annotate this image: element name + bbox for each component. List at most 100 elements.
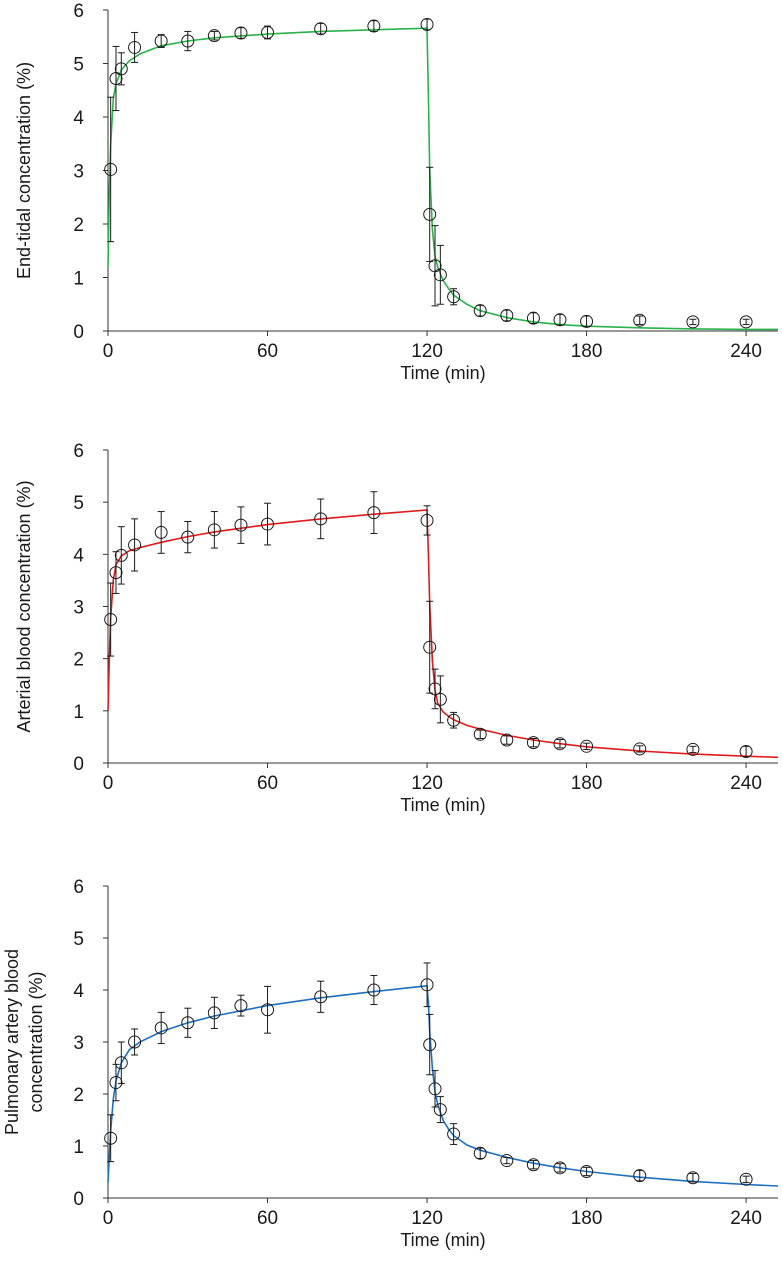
data-point xyxy=(104,162,118,176)
data-point xyxy=(367,506,381,520)
y-tick-label: 6 xyxy=(73,1,84,22)
x-tick-label: 180 xyxy=(571,1208,603,1229)
x-tick-label: 180 xyxy=(571,341,603,362)
data-point xyxy=(114,1056,128,1070)
data-point xyxy=(367,19,381,33)
x-axis-label: Time (min) xyxy=(400,1230,485,1250)
data-point xyxy=(686,1171,700,1185)
y-tick-label: 4 xyxy=(73,545,84,566)
model-fit-line xyxy=(107,509,779,759)
data-point xyxy=(553,313,567,327)
y-tick-label: 3 xyxy=(73,1033,84,1054)
data-point xyxy=(423,207,437,221)
data-point xyxy=(633,313,647,327)
data-point xyxy=(261,1003,275,1017)
data-point xyxy=(181,34,195,48)
data-point xyxy=(447,1127,461,1141)
data-point xyxy=(154,525,168,539)
y-tick-label: 1 xyxy=(73,269,84,290)
data-point xyxy=(473,1146,487,1160)
x-tick-label: 180 xyxy=(571,773,603,794)
x-tick-label: 240 xyxy=(730,1208,762,1229)
data-point xyxy=(553,1161,567,1175)
model-fit-line xyxy=(107,984,779,1187)
data-point xyxy=(154,1021,168,1035)
x-tick-label: 120 xyxy=(411,341,443,362)
y-tick-label: 2 xyxy=(73,1085,84,1106)
data-point xyxy=(633,742,647,756)
x-tick-label: 60 xyxy=(257,1208,278,1229)
x-tick-label: 240 xyxy=(730,341,762,362)
data-point xyxy=(473,304,487,318)
data-point xyxy=(526,736,540,750)
chart-end-tidal: 0 1 2 3 4 5 6 0 60 120 180 240 Time (min) End-tidal c… xyxy=(0,0,782,388)
y-tick-label: 0 xyxy=(73,754,84,775)
data-point xyxy=(633,1169,647,1183)
data-point xyxy=(447,713,461,727)
data-point xyxy=(104,613,118,627)
y-tick-label: 2 xyxy=(73,215,84,236)
data-point xyxy=(314,990,328,1004)
x-axis-label: Time (min) xyxy=(400,795,485,815)
y-tick-label: 6 xyxy=(73,877,84,898)
y-tick-label: 3 xyxy=(73,162,84,183)
data-point xyxy=(428,682,442,696)
data-point xyxy=(500,733,514,747)
data-point xyxy=(181,530,195,544)
model-fit-line xyxy=(107,27,778,331)
data-point xyxy=(739,315,753,329)
data-point xyxy=(207,1006,221,1020)
data-point xyxy=(314,22,328,36)
data-point xyxy=(686,315,700,329)
data-point xyxy=(447,290,461,304)
data-point xyxy=(526,1158,540,1172)
y-tick-label: 4 xyxy=(73,108,84,129)
data-point xyxy=(154,34,168,48)
data-point xyxy=(104,1131,118,1145)
data-point xyxy=(114,548,128,562)
data-point xyxy=(420,978,434,992)
x-tick-label: 0 xyxy=(103,773,114,794)
y-tick-label: 0 xyxy=(73,322,84,343)
data-point xyxy=(109,566,123,580)
data-point xyxy=(526,311,540,325)
data-point xyxy=(234,518,248,532)
data-point xyxy=(423,1038,437,1052)
data-point xyxy=(473,727,487,741)
data-point xyxy=(428,1082,442,1096)
chart-pulmonary-artery-blood: 0 1 2 3 4 5 6 0 60 120 180 240 Time (min) Pulmonary a… xyxy=(0,860,782,1265)
data-point xyxy=(261,517,275,531)
x-tick-label: 60 xyxy=(257,773,278,794)
data-point xyxy=(580,739,594,753)
x-tick-label: 240 xyxy=(730,773,762,794)
data-point xyxy=(128,538,142,552)
x-tick-label: 0 xyxy=(103,341,114,362)
data-point xyxy=(420,17,434,31)
y-tick-label: 0 xyxy=(73,1189,84,1210)
data-point xyxy=(207,29,221,43)
y-tick-label: 5 xyxy=(73,493,84,514)
x-axis-label: Time (min) xyxy=(400,363,485,383)
data-point xyxy=(739,1172,753,1186)
data-point xyxy=(367,983,381,997)
data-point xyxy=(553,737,567,751)
data-point xyxy=(686,742,700,756)
data-point xyxy=(580,1164,594,1178)
data-point xyxy=(500,1154,514,1168)
y-tick-label: 1 xyxy=(73,1137,84,1158)
y-axis-label: Pulmonary artery blood xyxy=(2,949,22,1135)
y-axis-label: Arterial blood concentration (%) xyxy=(14,480,34,732)
y-tick-label: 2 xyxy=(73,650,84,671)
y-tick-label: 5 xyxy=(73,55,84,76)
y-tick-label: 4 xyxy=(73,981,84,1002)
data-point xyxy=(234,999,248,1013)
data-point xyxy=(314,512,328,526)
x-tick-label: 0 xyxy=(103,1208,114,1229)
y-axis-label: concentration (%) xyxy=(26,971,46,1112)
y-tick-label: 1 xyxy=(73,702,84,723)
data-point xyxy=(739,745,753,759)
data-point xyxy=(433,692,447,706)
data-point xyxy=(580,314,594,328)
